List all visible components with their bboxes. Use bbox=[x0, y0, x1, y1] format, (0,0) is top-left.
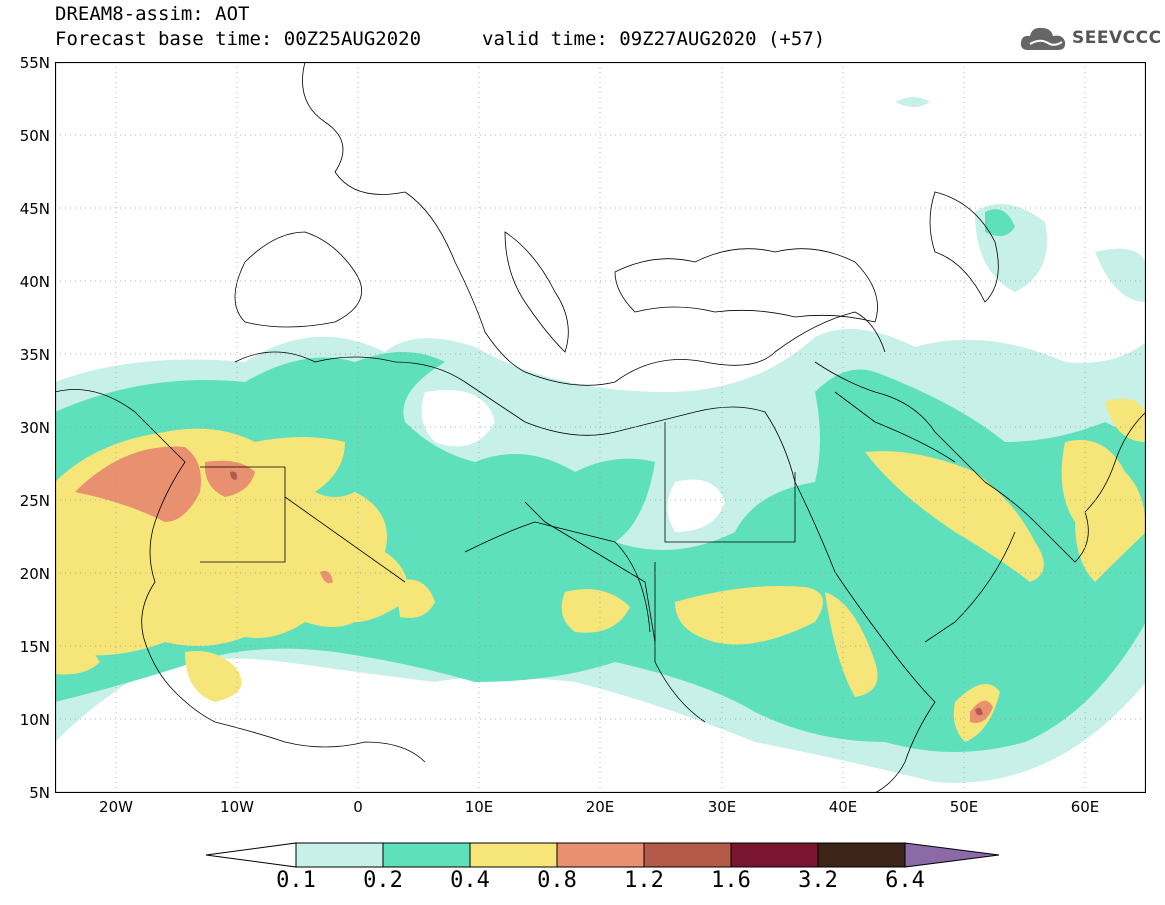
aot-0.8-band bbox=[75, 446, 201, 522]
lon-label: 20W bbox=[99, 798, 133, 816]
colorbar-label: 0.1 bbox=[276, 868, 316, 893]
lat-label: 35N bbox=[19, 346, 50, 364]
aot-0.2-band bbox=[985, 209, 1015, 236]
colorbar-high-triangle bbox=[904, 842, 1000, 868]
colorbar-label: 1.2 bbox=[624, 868, 664, 893]
forecast-base-time: Forecast base time: 00Z25AUG2020 bbox=[55, 28, 422, 50]
lon-label: 10W bbox=[220, 798, 254, 816]
colorbar bbox=[206, 842, 1000, 868]
political-boundaries bbox=[55, 62, 1146, 793]
lat-label: 25N bbox=[19, 492, 50, 510]
lat-label: 45N bbox=[19, 200, 50, 218]
lon-label: 0 bbox=[353, 798, 363, 816]
aot-1.2-band bbox=[975, 707, 983, 716]
colorbar-swatch bbox=[469, 842, 558, 868]
lon-label: 30E bbox=[707, 798, 737, 816]
aot-0.4-band bbox=[55, 641, 100, 675]
aot-0.4-band bbox=[395, 579, 435, 618]
aot-0.8-band bbox=[230, 471, 238, 480]
valid-time: valid time: 09Z27AUG2020 (+57) bbox=[482, 28, 826, 50]
lon-label: 60E bbox=[1070, 798, 1100, 816]
aot-map bbox=[55, 62, 1146, 793]
aot-0.4-band bbox=[865, 451, 1044, 582]
aot-0.1-band bbox=[895, 97, 930, 107]
map-title: DREAM8-assim: AOT bbox=[55, 3, 250, 25]
colorbar-swatch bbox=[382, 842, 471, 868]
lat-label: 10N bbox=[19, 711, 50, 729]
lat-label: 15N bbox=[19, 638, 50, 656]
aot-0.4-band bbox=[1105, 398, 1146, 442]
aot-0.4-band bbox=[561, 589, 630, 633]
colorbar-low-triangle bbox=[206, 842, 297, 868]
aot-0.1-band bbox=[1095, 248, 1146, 302]
aot-0.8-band bbox=[204, 460, 255, 497]
logo-text: SEEVCCC bbox=[1072, 28, 1162, 48]
cloud-icon bbox=[1020, 27, 1066, 50]
graticule bbox=[55, 62, 1146, 793]
lon-label: 20E bbox=[585, 798, 615, 816]
colorbar-label: 3.2 bbox=[798, 868, 838, 893]
colorbar-label: 6.4 bbox=[885, 868, 925, 893]
aot-0.4-band bbox=[185, 651, 242, 702]
seevccc-logo: SEEVCCC bbox=[1018, 22, 1161, 58]
lat-label: 40N bbox=[19, 273, 50, 291]
aot-field bbox=[55, 97, 1146, 783]
lat-label: 5N bbox=[29, 784, 50, 802]
lon-label: 40E bbox=[828, 798, 858, 816]
lon-label: 10E bbox=[464, 798, 494, 816]
colorbar-swatch bbox=[730, 842, 819, 868]
lat-label: 55N bbox=[19, 54, 50, 72]
map-border bbox=[55, 62, 1146, 793]
colorbar-swatch bbox=[556, 842, 645, 868]
colorbar-label: 1.6 bbox=[711, 868, 751, 893]
lat-label: 50N bbox=[19, 127, 50, 145]
aot-0.4-band bbox=[825, 592, 878, 697]
colorbar-swatch bbox=[817, 842, 906, 868]
colorbar-label: 0.2 bbox=[363, 868, 403, 893]
lat-label: 20N bbox=[19, 565, 50, 583]
lon-label: 50E bbox=[949, 798, 979, 816]
aot-0.4-band bbox=[1061, 440, 1146, 582]
aot-0.4-band bbox=[675, 586, 823, 645]
aot-0.8-band bbox=[320, 570, 333, 584]
colorbar-swatch bbox=[295, 842, 384, 868]
lat-label: 30N bbox=[19, 419, 50, 437]
colorbar-label: 0.4 bbox=[450, 868, 490, 893]
colorbar-swatch bbox=[643, 842, 732, 868]
colorbar-label: 0.8 bbox=[537, 868, 577, 893]
